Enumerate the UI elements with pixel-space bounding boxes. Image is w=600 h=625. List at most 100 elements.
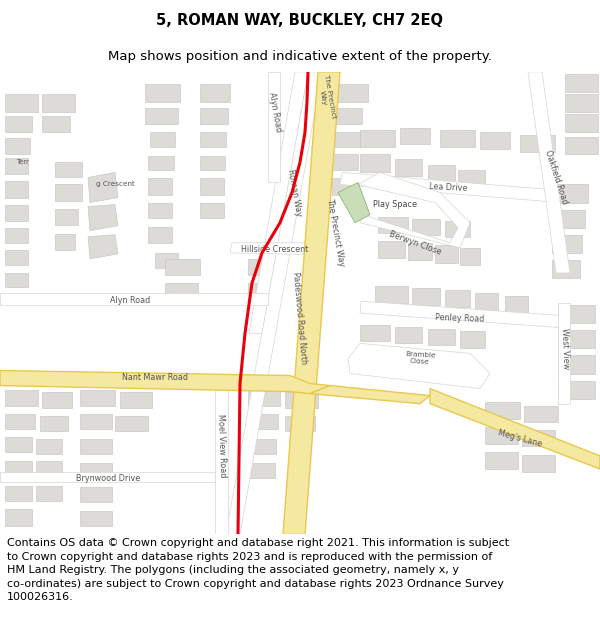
Polygon shape [375, 286, 408, 303]
Polygon shape [360, 130, 395, 148]
Polygon shape [460, 331, 485, 348]
Polygon shape [348, 343, 490, 389]
Text: Alyn Road: Alyn Road [267, 91, 283, 132]
Polygon shape [360, 301, 571, 328]
Polygon shape [524, 406, 558, 422]
Polygon shape [360, 325, 390, 341]
Polygon shape [5, 181, 28, 198]
Polygon shape [5, 228, 28, 242]
Polygon shape [332, 154, 358, 171]
Polygon shape [0, 371, 330, 394]
Polygon shape [248, 259, 282, 275]
Polygon shape [5, 486, 32, 501]
Polygon shape [430, 389, 600, 469]
Polygon shape [55, 162, 82, 177]
Polygon shape [200, 84, 230, 102]
Polygon shape [528, 72, 570, 273]
Polygon shape [475, 293, 498, 310]
Polygon shape [80, 439, 112, 454]
Text: Padeswood Road North: Padeswood Road North [292, 271, 308, 365]
Polygon shape [36, 486, 62, 501]
Polygon shape [480, 132, 510, 149]
Polygon shape [522, 455, 555, 472]
Polygon shape [0, 472, 215, 482]
Polygon shape [558, 356, 595, 374]
Polygon shape [88, 204, 118, 231]
Polygon shape [226, 72, 322, 534]
Polygon shape [485, 427, 518, 444]
Text: Bramble
Close: Bramble Close [404, 351, 436, 366]
Polygon shape [428, 329, 455, 346]
Polygon shape [505, 296, 528, 313]
Polygon shape [115, 416, 148, 431]
Polygon shape [80, 487, 112, 502]
Polygon shape [230, 242, 324, 255]
Polygon shape [360, 154, 390, 173]
Polygon shape [268, 72, 280, 182]
Polygon shape [565, 138, 598, 154]
Polygon shape [565, 94, 598, 112]
Polygon shape [249, 72, 308, 333]
Polygon shape [80, 463, 112, 478]
Polygon shape [520, 135, 555, 152]
Polygon shape [5, 414, 35, 429]
Polygon shape [522, 430, 555, 446]
Polygon shape [88, 173, 118, 203]
Polygon shape [285, 416, 315, 431]
Polygon shape [445, 290, 470, 307]
Polygon shape [310, 386, 430, 404]
Text: Moel View Road: Moel View Road [217, 414, 227, 478]
Polygon shape [0, 293, 268, 305]
Text: Berwyn Close: Berwyn Close [388, 229, 442, 256]
Polygon shape [552, 235, 582, 253]
Polygon shape [55, 209, 78, 225]
Polygon shape [395, 328, 422, 343]
Polygon shape [148, 227, 172, 242]
Text: Nant Mawr Road: Nant Mawr Road [122, 373, 188, 382]
Polygon shape [42, 116, 70, 132]
Polygon shape [165, 259, 200, 275]
Polygon shape [5, 94, 38, 112]
Polygon shape [422, 353, 448, 369]
Text: g Crescent: g Crescent [95, 181, 134, 188]
Text: Map shows position and indicative extent of the property.: Map shows position and indicative extent… [108, 49, 492, 62]
Text: The Precinct
Way: The Precinct Way [316, 74, 336, 120]
Polygon shape [80, 414, 112, 429]
Polygon shape [558, 303, 570, 404]
Polygon shape [458, 171, 485, 187]
Text: Meg's Lane: Meg's Lane [497, 429, 543, 449]
Polygon shape [80, 511, 112, 526]
Polygon shape [215, 374, 228, 534]
Polygon shape [435, 245, 458, 263]
Polygon shape [558, 381, 595, 399]
Polygon shape [200, 156, 225, 171]
Polygon shape [5, 204, 28, 221]
Polygon shape [358, 173, 470, 248]
Polygon shape [285, 392, 318, 408]
Text: Brynwood Drive: Brynwood Drive [76, 474, 140, 482]
Polygon shape [428, 166, 455, 182]
Polygon shape [558, 305, 595, 323]
Text: Contains OS data © Crown copyright and database right 2021. This information is : Contains OS data © Crown copyright and d… [7, 538, 509, 602]
Polygon shape [5, 437, 32, 452]
Text: Alyn Road: Alyn Road [110, 296, 150, 304]
Polygon shape [5, 461, 32, 476]
Polygon shape [148, 156, 174, 171]
Polygon shape [340, 173, 562, 203]
Polygon shape [200, 132, 226, 148]
Polygon shape [36, 461, 62, 476]
Text: The Precinct Way: The Precinct Way [326, 198, 346, 268]
Polygon shape [165, 283, 198, 299]
Polygon shape [400, 128, 430, 144]
Polygon shape [120, 392, 152, 408]
Polygon shape [145, 84, 180, 102]
Text: Oakfield Road: Oakfield Road [543, 149, 569, 206]
Polygon shape [330, 108, 362, 124]
Polygon shape [248, 463, 275, 478]
Polygon shape [5, 250, 28, 265]
Polygon shape [148, 179, 172, 194]
Polygon shape [5, 138, 30, 154]
Polygon shape [42, 392, 72, 408]
Polygon shape [332, 179, 358, 194]
Polygon shape [80, 389, 115, 406]
